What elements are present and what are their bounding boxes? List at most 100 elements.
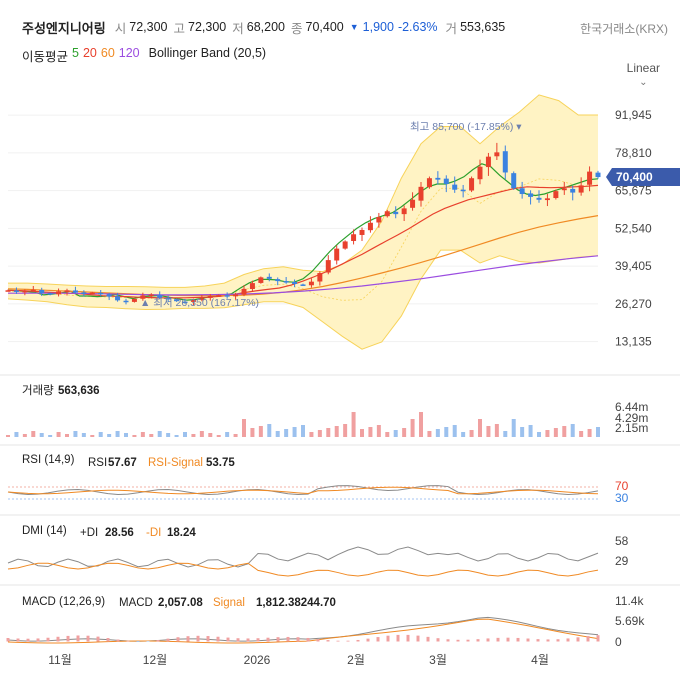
candle bbox=[485, 156, 491, 168]
candle bbox=[241, 288, 247, 295]
candle bbox=[452, 184, 458, 190]
dmi-plus-value: 28.56 bbox=[105, 527, 134, 539]
candle bbox=[266, 276, 272, 279]
price-axis-label: 65,675 bbox=[615, 184, 652, 198]
macd-histogram-bar bbox=[256, 638, 260, 642]
price-header: 주성엔지니어링 시 72,300 고 72,300 저 68,200 종 70,400 … bbox=[22, 16, 511, 38]
time-axis-label: 3월 bbox=[429, 653, 447, 667]
scale-mode-label: Linear bbox=[626, 61, 660, 75]
candle bbox=[334, 248, 340, 261]
dmi-title: DMI (14) bbox=[22, 525, 67, 537]
candle bbox=[98, 292, 104, 295]
volume-bar bbox=[503, 431, 508, 437]
volume-bar bbox=[225, 432, 230, 437]
volume-label: 거 bbox=[445, 21, 458, 36]
indicator-legend[interactable]: 이동평균 5 20 60 120 Bollinger Band (20,5) bbox=[22, 46, 266, 65]
macd-histogram-bar bbox=[156, 640, 160, 642]
volume-bar bbox=[309, 432, 314, 437]
macd-histogram-bar bbox=[196, 635, 200, 642]
macd-histogram-bar bbox=[526, 638, 530, 642]
candle bbox=[595, 172, 601, 178]
macd-histogram-bar bbox=[296, 637, 300, 642]
macd-histogram-bar bbox=[316, 639, 320, 642]
current-price-tag bbox=[606, 168, 680, 187]
exchange-label: 한국거래소(KRX) bbox=[580, 22, 668, 36]
macd-histogram-bar bbox=[496, 637, 500, 642]
macd-histogram-bar bbox=[326, 640, 330, 642]
volume-bar bbox=[301, 425, 305, 437]
macd-histogram-bar bbox=[266, 637, 270, 642]
ma-120: 120 bbox=[118, 46, 140, 60]
candle bbox=[359, 229, 365, 235]
macd-axis-label: 11.4k bbox=[615, 594, 644, 608]
macd-histogram-bar bbox=[446, 639, 450, 642]
candle bbox=[216, 295, 222, 297]
price-axis-label: 91,945 bbox=[615, 108, 652, 122]
dmi-minus-value: 18.24 bbox=[167, 527, 196, 539]
candle bbox=[131, 298, 137, 302]
candle bbox=[426, 178, 432, 188]
candle bbox=[553, 191, 559, 199]
candle bbox=[30, 289, 36, 292]
time-axis-label: 4월 bbox=[531, 653, 549, 667]
macd-histogram-bar bbox=[176, 637, 180, 642]
macd-histogram-bar bbox=[246, 638, 250, 642]
stock-name: 주성엔지니어링 bbox=[22, 20, 106, 36]
volume-axis-label: 2.15m bbox=[615, 421, 648, 435]
dmi-axis-label: 58 bbox=[615, 534, 629, 548]
volume-bar bbox=[402, 428, 407, 437]
candle bbox=[469, 178, 475, 191]
volume-bar bbox=[31, 431, 36, 437]
macd-axis-label: 0 bbox=[615, 635, 622, 649]
rsi-title: RSI (14,9) bbox=[22, 454, 75, 466]
candle bbox=[5, 290, 11, 292]
volume-bar bbox=[140, 432, 145, 437]
macd-histogram-bar bbox=[436, 638, 440, 642]
candle bbox=[578, 185, 584, 193]
dmi-axis-label: 29 bbox=[615, 554, 629, 568]
macd-histogram-bar bbox=[406, 634, 410, 642]
macd-signal-value: 1,812.38244.70 bbox=[256, 597, 336, 609]
time-axis-label: 2월 bbox=[347, 653, 365, 667]
ma-label: 이동평균 bbox=[22, 50, 69, 64]
candle bbox=[528, 193, 534, 197]
high-label: 고 bbox=[173, 21, 185, 36]
rsi-label: RSI bbox=[88, 457, 107, 469]
low-label: 저 bbox=[232, 21, 244, 36]
candle bbox=[157, 294, 163, 298]
macd-histogram-bar bbox=[516, 637, 520, 642]
scale-mode-dropdown[interactable]: Linear ⌄ bbox=[627, 61, 660, 88]
macd-histogram-bar bbox=[386, 635, 390, 642]
time-axis-label: 2026 bbox=[244, 653, 271, 667]
volume-bar bbox=[596, 427, 600, 437]
rsi-signal-value: 53.75 bbox=[206, 457, 235, 469]
volume-bar bbox=[39, 433, 44, 437]
candle bbox=[275, 279, 281, 282]
volume-bar bbox=[376, 425, 381, 437]
volume-bar bbox=[56, 432, 61, 437]
macd-histogram-bar bbox=[306, 637, 310, 642]
candle bbox=[56, 291, 62, 295]
candle bbox=[207, 296, 213, 298]
macd-histogram-bar bbox=[226, 637, 230, 642]
price-axis-label: 26,270 bbox=[615, 297, 652, 311]
volume-bar bbox=[14, 432, 19, 437]
price-axis-label: 52,540 bbox=[615, 221, 652, 235]
volume-bar bbox=[174, 435, 179, 437]
candle bbox=[148, 294, 154, 297]
candle bbox=[477, 166, 483, 180]
candle bbox=[418, 186, 424, 201]
macd-histogram-bar bbox=[56, 636, 60, 642]
dmi-minus-line bbox=[7, 562, 599, 577]
candle bbox=[190, 300, 196, 302]
macd-histogram-bar bbox=[76, 635, 80, 642]
candle bbox=[140, 295, 146, 299]
volume-bar bbox=[48, 435, 53, 437]
volume-title: 거래량 bbox=[22, 384, 54, 397]
volume-bar bbox=[65, 434, 69, 437]
volume-bar bbox=[562, 426, 567, 437]
candle bbox=[224, 295, 230, 297]
candle bbox=[410, 199, 416, 208]
macd-histogram-bar bbox=[6, 638, 10, 642]
